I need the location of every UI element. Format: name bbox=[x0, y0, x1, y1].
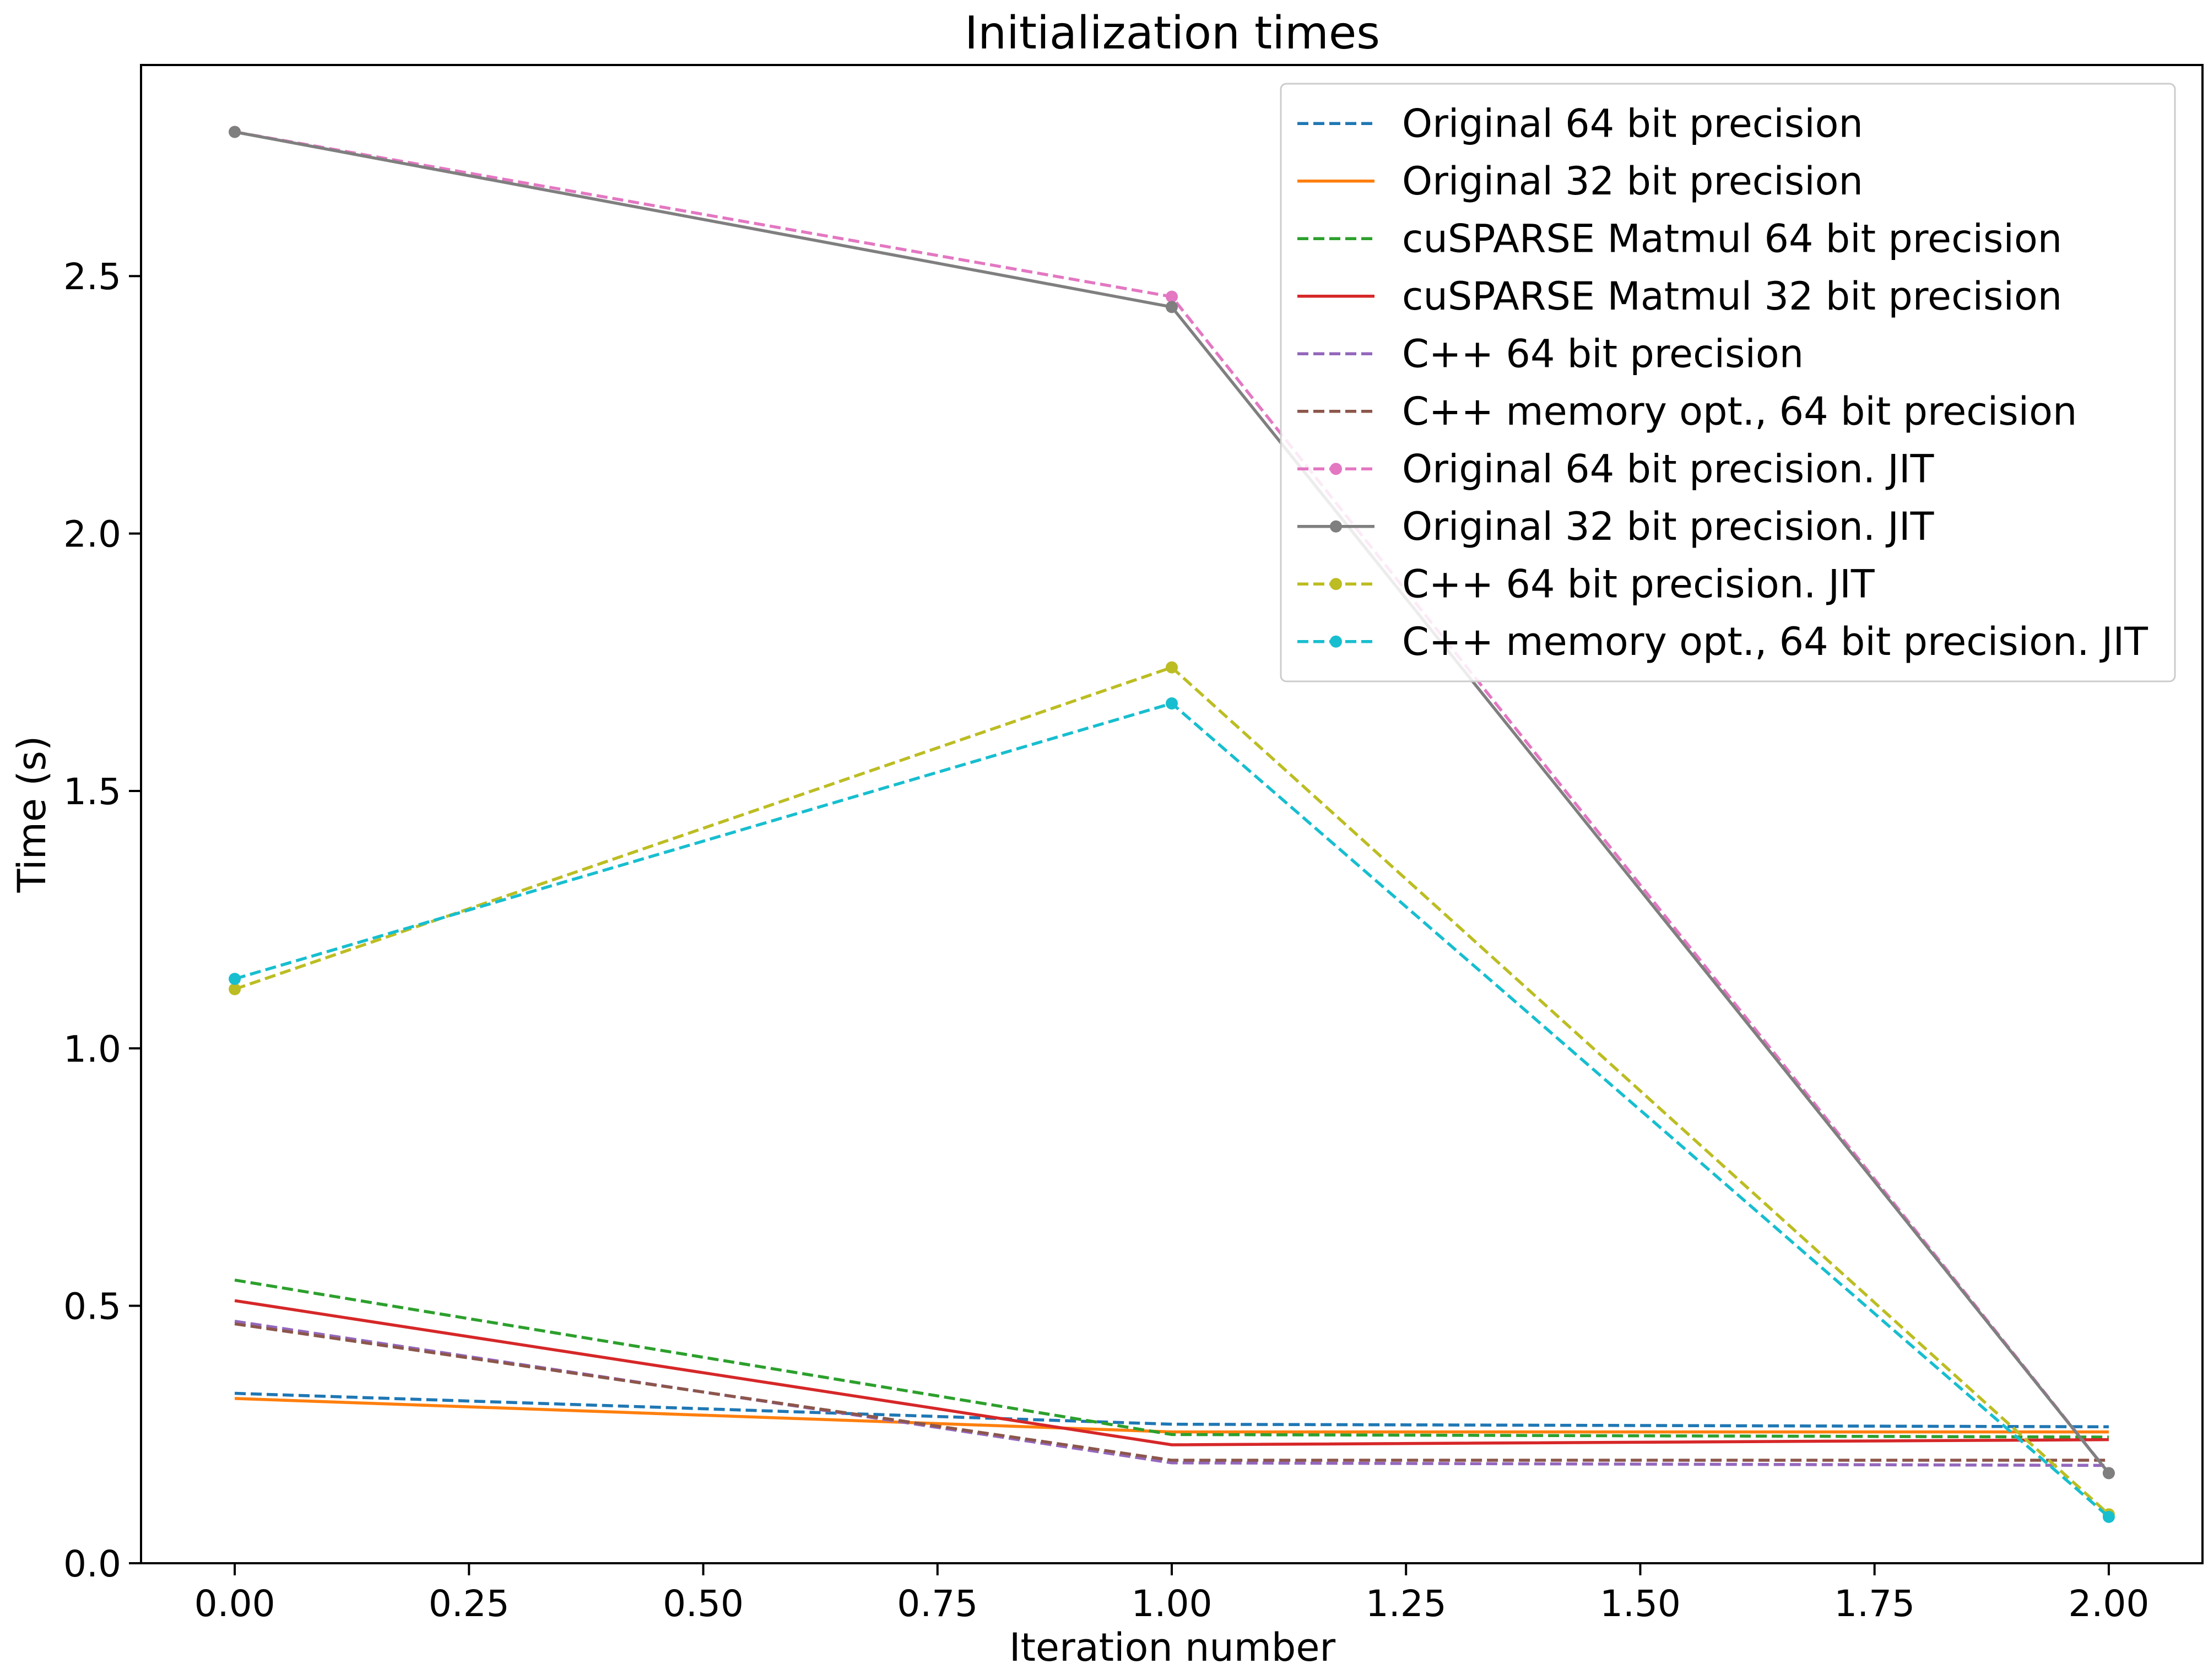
legend-item: cuSPARSE Matmul 64 bit precision bbox=[1297, 216, 2062, 261]
x-tick-label: 0.50 bbox=[663, 1583, 744, 1625]
legend-label: C++ 64 bit precision bbox=[1402, 331, 1804, 376]
legend-marker bbox=[1330, 635, 1342, 648]
series-line bbox=[234, 1299, 2109, 1446]
chart-title: Initialization times bbox=[965, 7, 1380, 59]
axis-ticks: 0.00 0.25 0.50 0.75 1.00 1.25 1.50 1.75 2.00 0.0 0… bbox=[63, 256, 2149, 1625]
data-point bbox=[229, 973, 241, 985]
legend-label: Original 32 bit precision. JIT bbox=[1402, 504, 1934, 549]
data-point bbox=[1166, 697, 1178, 710]
legend-label: cuSPARSE Matmul 64 bit precision bbox=[1402, 216, 2062, 261]
legend-item: C++ memory opt., 64 bit precision. JIT bbox=[1297, 619, 2148, 664]
legend-item: Original 64 bit precision. JIT bbox=[1297, 446, 1934, 491]
legend-marker bbox=[1330, 463, 1342, 475]
series-2 bbox=[234, 1397, 2109, 1434]
y-axis-label: Time (s) bbox=[9, 736, 55, 893]
y-tick-label: 2.0 bbox=[63, 513, 121, 556]
legend-label: C++ memory opt., 64 bit precision. JIT bbox=[1402, 619, 2148, 664]
y-tick-label: 2.5 bbox=[63, 256, 121, 298]
x-tick-label: 0.00 bbox=[194, 1583, 275, 1625]
x-tick-label: 1.75 bbox=[1834, 1583, 1915, 1625]
y-tick-label: 0.0 bbox=[63, 1543, 121, 1585]
x-tick-label: 1.50 bbox=[1600, 1583, 1681, 1625]
legend-item: cuSPARSE Matmul 32 bit precision bbox=[1297, 274, 2062, 319]
y-tick-label: 0.5 bbox=[63, 1286, 121, 1328]
x-tick-label: 2.00 bbox=[2068, 1583, 2149, 1625]
series-line bbox=[234, 1278, 2109, 1439]
legend-label: Original 32 bit precision bbox=[1402, 159, 1863, 204]
legend-label: C++ memory opt., 64 bit precision bbox=[1402, 389, 2077, 434]
x-axis-label: Iteration number bbox=[1009, 1625, 1336, 1670]
x-tick-label: 0.25 bbox=[429, 1583, 510, 1625]
legend-label: cuSPARSE Matmul 32 bit precision bbox=[1402, 274, 2062, 319]
series-layer bbox=[229, 126, 2115, 1523]
legend-label: Original 64 bit precision bbox=[1402, 101, 1863, 146]
x-tick-label: 1.25 bbox=[1366, 1583, 1447, 1625]
series-10 bbox=[229, 697, 2115, 1523]
x-tick-label: 1.00 bbox=[1132, 1583, 1213, 1625]
series-line bbox=[235, 1391, 2109, 1429]
series-line bbox=[234, 1322, 2109, 1462]
data-point bbox=[2102, 1467, 2115, 1480]
series-5 bbox=[234, 1319, 2109, 1467]
legend-label: Original 64 bit precision. JIT bbox=[1402, 446, 1934, 491]
legend-item: C++ memory opt., 64 bit precision bbox=[1297, 389, 2077, 434]
data-point bbox=[1166, 301, 1178, 313]
data-point bbox=[229, 983, 241, 995]
legend-label: C++ 64 bit precision. JIT bbox=[1402, 561, 1875, 606]
data-point bbox=[1166, 290, 1178, 303]
series-line bbox=[234, 1397, 2109, 1434]
y-tick-label: 1.0 bbox=[63, 1028, 121, 1070]
plot-frame bbox=[140, 64, 2204, 1564]
legend-marker bbox=[1330, 520, 1342, 533]
series-6 bbox=[234, 1322, 2109, 1462]
legend-item: Original 32 bit precision bbox=[1297, 159, 1863, 204]
data-point bbox=[1166, 661, 1178, 674]
series-3 bbox=[234, 1278, 2109, 1439]
legend-item: Original 32 bit precision. JIT bbox=[1297, 504, 1934, 549]
legend-item: C++ 64 bit precision bbox=[1297, 331, 1804, 376]
legend-marker bbox=[1330, 578, 1342, 590]
x-tick-label: 0.75 bbox=[897, 1583, 978, 1625]
data-point bbox=[2102, 1510, 2115, 1523]
legend-box bbox=[1280, 83, 2176, 682]
series-4 bbox=[234, 1299, 2109, 1446]
data-point bbox=[229, 126, 241, 138]
legend-item: Original 64 bit precision bbox=[1297, 101, 1863, 146]
series-8 bbox=[229, 126, 2115, 1480]
series-line bbox=[234, 1319, 2109, 1467]
legend-item: C++ 64 bit precision. JIT bbox=[1297, 561, 1875, 606]
legend: Original 64 bit precision Original 32 bit… bbox=[1280, 83, 2176, 682]
series-1 bbox=[235, 1391, 2109, 1429]
y-tick-label: 1.5 bbox=[63, 771, 121, 813]
